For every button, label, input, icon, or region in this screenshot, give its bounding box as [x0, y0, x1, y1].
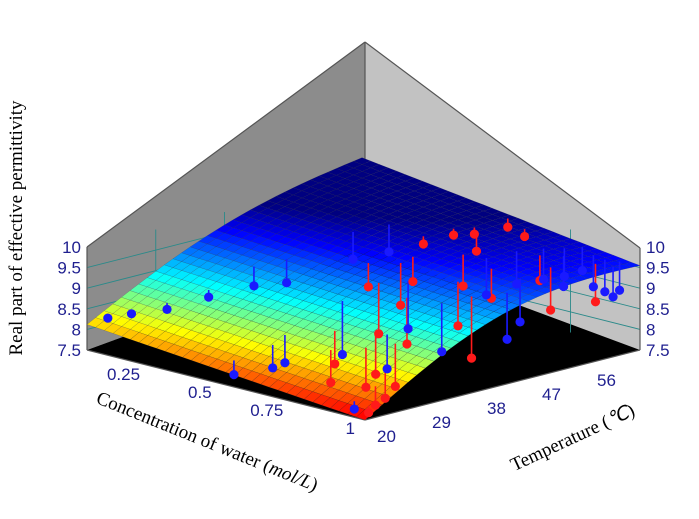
data-point-blue — [337, 349, 348, 360]
data-point-blue — [538, 274, 549, 284]
data-point-red — [466, 353, 477, 363]
chart-frame — [86, 41, 641, 421]
data-point-blue — [515, 317, 525, 327]
data-point-red — [453, 321, 463, 331]
surface-cell — [621, 261, 641, 268]
surface-cell — [476, 316, 495, 325]
surface-cell — [398, 372, 418, 383]
x-axis-label: Concentration of water (mol/L) — [93, 388, 321, 496]
data-point-red — [448, 230, 459, 240]
data-point-red — [380, 393, 390, 403]
data-point-red — [418, 239, 428, 249]
surface-cell — [415, 358, 435, 369]
surface-cell — [536, 286, 555, 294]
data-point-blue — [249, 281, 259, 291]
z-axis-label: Real part of effective permittivity — [6, 100, 27, 355]
data-point-red — [469, 229, 479, 239]
data-point-blue — [511, 279, 522, 289]
data-point-blue — [229, 370, 239, 380]
z-tick-label-left: 9.5 — [57, 259, 81, 278]
data-point-red — [390, 381, 400, 391]
data-points — [103, 222, 625, 418]
data-point-blue — [437, 347, 447, 357]
data-point-red — [370, 400, 381, 410]
data-point-blue — [126, 309, 137, 319]
z-tick-label-left: 9 — [72, 279, 81, 298]
data-point-red — [520, 231, 530, 242]
x-tick-label: 1 — [346, 419, 355, 438]
y-tick-label: 20 — [377, 427, 396, 446]
z-tick-label-left: 8 — [72, 320, 81, 339]
data-point-blue — [577, 265, 587, 276]
y-tick-label: 38 — [487, 399, 506, 418]
data-point-blue — [282, 278, 292, 288]
y-axis-label: Temperature (℃) — [507, 400, 638, 476]
data-point-blue — [502, 334, 512, 344]
data-point-blue — [280, 358, 290, 368]
z-tick-label-right: 10 — [646, 238, 665, 257]
data-point-red — [374, 329, 384, 339]
data-point-red — [471, 246, 482, 256]
surface-cell — [604, 266, 624, 272]
x-tick-label: 0.5 — [188, 383, 212, 402]
surface-cell — [441, 338, 461, 349]
z-tick-label-right: 9.5 — [646, 259, 670, 278]
data-point-blue — [103, 313, 113, 323]
data-point-blue — [614, 285, 625, 295]
z-tick-label-right: 8 — [646, 320, 655, 339]
surface-cell — [407, 364, 426, 376]
data-point-blue — [268, 363, 278, 373]
data-point-red — [371, 369, 381, 379]
data-point-red — [361, 382, 371, 392]
x-tick-label: 0.25 — [107, 365, 140, 384]
surface-cell — [527, 290, 547, 298]
data-point-red — [396, 300, 406, 310]
data-point-red — [402, 339, 412, 349]
data-point-blue — [558, 281, 569, 292]
x-axis-label-unit: mol/L — [266, 458, 315, 494]
data-point-blue — [349, 404, 359, 414]
data-point-red — [408, 276, 418, 287]
data-point-blue — [204, 292, 214, 302]
data-point-blue — [384, 247, 394, 257]
y-tick-label: 56 — [597, 371, 616, 390]
y-axis-label-prefix: Temperature ( — [507, 412, 613, 476]
data-point-blue — [608, 292, 618, 302]
z-tick-label-right: 9 — [646, 279, 655, 298]
x-axis-label-prefix: Concentration of water ( — [93, 388, 274, 477]
data-point-blue — [600, 287, 610, 297]
data-point-blue — [559, 271, 569, 281]
data-point-red — [546, 305, 556, 315]
data-point-blue — [481, 290, 492, 300]
tick-labels: 7.5 7.58 88.5 8.59 99.5 9.510 100.250.50.751 20… — [57, 238, 669, 446]
data-point-blue — [403, 324, 413, 334]
data-point-red — [326, 377, 336, 388]
data-point-blue — [348, 254, 358, 264]
z-tick-label-right: 8.5 — [646, 300, 670, 319]
data-point-red — [503, 222, 513, 232]
data-point-red — [364, 408, 374, 418]
z-tick-label-left: 8.5 — [57, 300, 81, 319]
data-point-red — [458, 281, 468, 291]
data-point-blue — [162, 304, 172, 314]
y-tick-label: 29 — [432, 413, 451, 432]
data-point-red — [330, 359, 340, 369]
z-tick-label-right: 7.5 — [646, 341, 670, 360]
response-surface — [86, 157, 641, 421]
data-point-red — [590, 297, 601, 307]
data-point-blue — [588, 282, 598, 292]
z-tick-label-left: 7.5 — [57, 341, 81, 360]
x-tick-label: 0.75 — [250, 401, 283, 420]
data-point-blue — [382, 364, 392, 374]
y-tick-label: 47 — [542, 385, 561, 404]
z-tick-label-left: 10 — [62, 238, 81, 257]
data-point-red — [363, 282, 373, 292]
